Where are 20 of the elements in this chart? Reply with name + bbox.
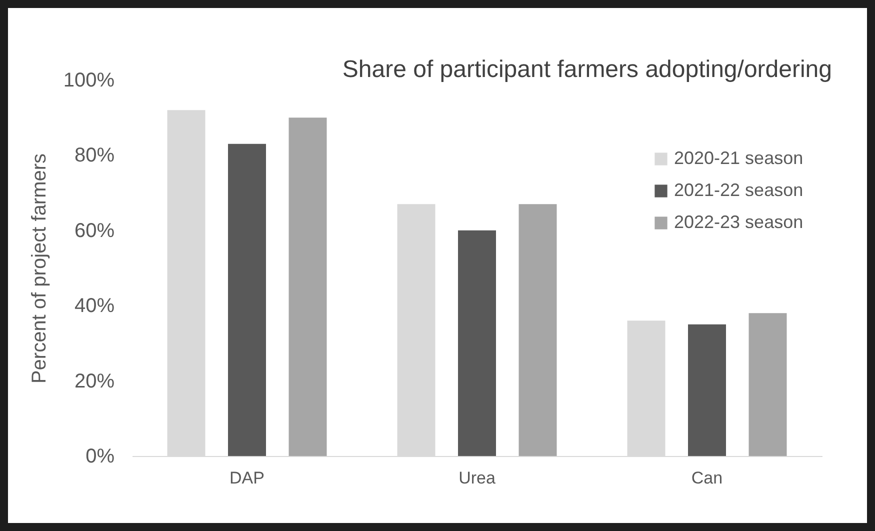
bar bbox=[688, 324, 726, 456]
bar bbox=[748, 313, 787, 456]
y-axis-title: Percent of project farmers bbox=[28, 153, 50, 384]
bar bbox=[288, 118, 327, 456]
bar bbox=[458, 230, 496, 456]
legend-label: 2021-22 season bbox=[674, 180, 804, 200]
y-tick-label: 20% bbox=[74, 370, 115, 392]
legend-label: 2020-21 season bbox=[674, 148, 804, 168]
chart-title: Share of participant farmers adopting/ordering bbox=[342, 56, 832, 83]
legend-label: 2022-23 season bbox=[674, 212, 804, 232]
bar bbox=[518, 204, 557, 456]
y-tick-label: 40% bbox=[74, 295, 115, 318]
y-tick-label: 80% bbox=[74, 144, 115, 167]
y-tick-label: 100% bbox=[63, 70, 115, 92]
x-tick-label: DAP bbox=[230, 468, 264, 488]
bar bbox=[228, 144, 266, 456]
y-tick-label: 0% bbox=[86, 446, 115, 468]
y-tick-label: 60% bbox=[74, 220, 115, 242]
x-tick-label: Can bbox=[691, 468, 723, 488]
x-tick-label: Urea bbox=[458, 468, 496, 488]
